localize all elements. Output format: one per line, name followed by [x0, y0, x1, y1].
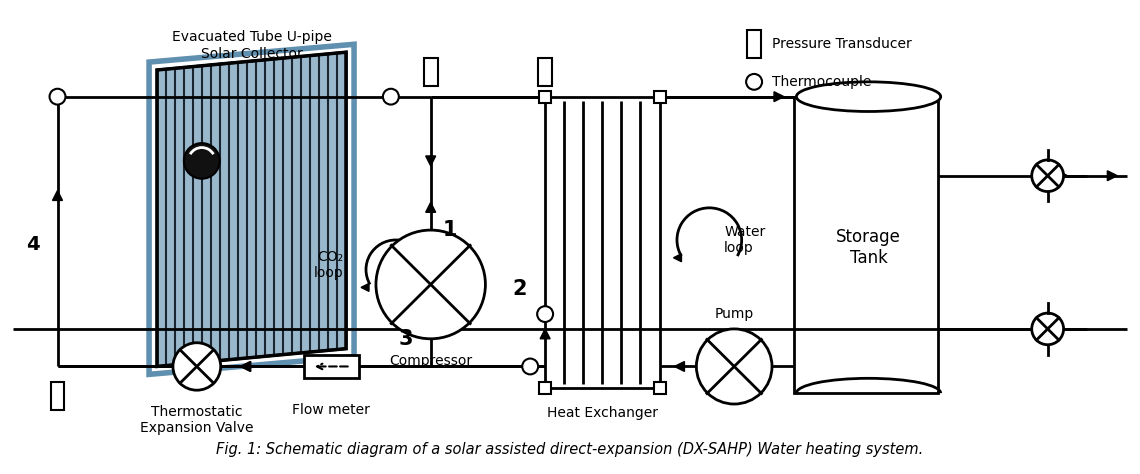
Polygon shape — [52, 191, 63, 201]
Bar — [538, 58, 552, 86]
Circle shape — [383, 89, 399, 105]
Bar — [653, 382, 666, 394]
Polygon shape — [540, 329, 551, 339]
Text: Fig. 1: Schematic diagram of a solar assisted direct-expansion (DX-SAHP) Water h: Fig. 1: Schematic diagram of a solar ass… — [217, 442, 923, 457]
Polygon shape — [1058, 171, 1067, 181]
Polygon shape — [1107, 171, 1117, 181]
Circle shape — [522, 358, 538, 374]
Bar — [303, 355, 359, 378]
Ellipse shape — [797, 82, 940, 111]
Polygon shape — [241, 362, 251, 372]
Text: 3: 3 — [398, 328, 413, 349]
Text: Storage
Tank: Storage Tank — [836, 228, 901, 267]
Circle shape — [49, 89, 65, 105]
Polygon shape — [675, 362, 684, 372]
Polygon shape — [774, 92, 784, 101]
Circle shape — [1032, 160, 1064, 191]
Text: 4: 4 — [26, 236, 40, 255]
Polygon shape — [425, 156, 435, 166]
Text: Evacuated Tube U-pipe
Solar Collector: Evacuated Tube U-pipe Solar Collector — [172, 30, 332, 61]
Circle shape — [747, 74, 762, 90]
Text: Water
loop: Water loop — [724, 225, 765, 255]
Bar — [653, 91, 666, 102]
Text: Thermostatic
Expansion Valve: Thermostatic Expansion Valve — [140, 405, 253, 435]
Polygon shape — [674, 254, 682, 262]
Text: Thermocouple: Thermocouple — [772, 75, 871, 89]
Text: 1: 1 — [442, 220, 457, 240]
Bar — [747, 30, 762, 58]
Bar — [424, 58, 438, 86]
Text: Pressure Transducer: Pressure Transducer — [772, 37, 912, 51]
Polygon shape — [361, 283, 369, 292]
Bar — [50, 382, 65, 410]
Bar — [545, 97, 660, 388]
Circle shape — [537, 306, 553, 322]
Circle shape — [376, 230, 486, 339]
Circle shape — [1032, 313, 1064, 345]
Polygon shape — [241, 362, 251, 372]
Text: Flow meter: Flow meter — [292, 403, 371, 417]
Polygon shape — [157, 52, 347, 366]
Bar — [539, 91, 551, 102]
Bar — [539, 382, 551, 394]
Bar — [793, 97, 938, 393]
Text: Pump: Pump — [715, 307, 754, 321]
Circle shape — [184, 143, 220, 179]
Text: Compressor: Compressor — [389, 354, 472, 368]
Text: Heat Exchanger: Heat Exchanger — [547, 406, 658, 420]
Text: 2: 2 — [513, 279, 527, 300]
Polygon shape — [1048, 324, 1058, 334]
Circle shape — [697, 329, 772, 404]
Text: CO₂
loop: CO₂ loop — [314, 250, 343, 280]
Circle shape — [173, 343, 221, 390]
Polygon shape — [425, 202, 435, 212]
